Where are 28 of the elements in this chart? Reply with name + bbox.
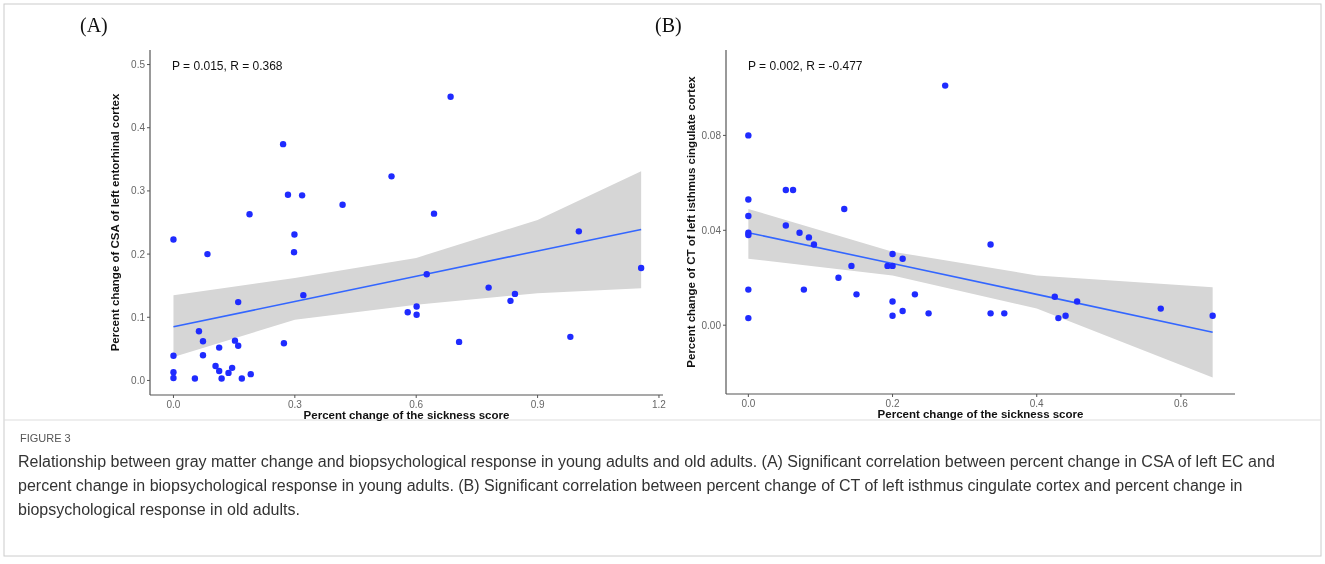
text: FIGURE 3 bbox=[20, 432, 71, 444]
chart-title: (A) bbox=[80, 14, 108, 37]
y-tick-label: 0.04 bbox=[701, 224, 722, 236]
y-tick-label: 0.4 bbox=[131, 122, 146, 134]
x-tick-label: 0.0 bbox=[166, 399, 181, 410]
y-tick-label: 0.00 bbox=[701, 319, 722, 331]
x-tick-label: 1.2 bbox=[652, 399, 667, 410]
y-tick-label: 0.5 bbox=[131, 59, 146, 71]
y-tick-label: 0.08 bbox=[701, 129, 722, 141]
x-tick-label: 0.2 bbox=[885, 398, 900, 409]
x-tick-label: 0.9 bbox=[530, 399, 545, 410]
annotation: P = 0.002, R = -0.477 bbox=[748, 59, 863, 73]
x-tick-label: 0.6 bbox=[409, 399, 424, 410]
y-axis-title: Percent change of CSA of left entorhinal cortex bbox=[109, 93, 121, 352]
y-tick-label: 0.1 bbox=[131, 311, 146, 323]
x-tick-label: 0.6 bbox=[1173, 398, 1189, 409]
annotation: P = 0.015, R = 0.368 bbox=[172, 59, 283, 73]
x-tick-label: 0.3 bbox=[287, 399, 303, 410]
y-tick-label: 0.2 bbox=[131, 248, 146, 260]
chart-title: (B) bbox=[655, 14, 682, 37]
x-axis-title: Percent change of the sickness score bbox=[303, 409, 510, 421]
y-axis-title: Percent change of CT of left isthmus cingulate cortex bbox=[685, 75, 697, 368]
x-tick-label: 0.4 bbox=[1029, 398, 1045, 409]
y-tick-label: 0.3 bbox=[131, 185, 146, 197]
x-axis-title: Percent change of the sickness score bbox=[877, 408, 1084, 420]
y-tick-label: 0.0 bbox=[131, 374, 146, 386]
text: Relationship between gray matter change and biopsychological response in young adults and old adults. (A) Significant correlation between percent change in CSA of left EC and percent change in biopsychological response in young adults. (B) Significant correlation between percent change of CT of left isthmus cingulate cortex and percent change in biopsychological response in old adults. bbox=[18, 452, 1276, 520]
x-tick-label: 0.0 bbox=[741, 398, 756, 409]
